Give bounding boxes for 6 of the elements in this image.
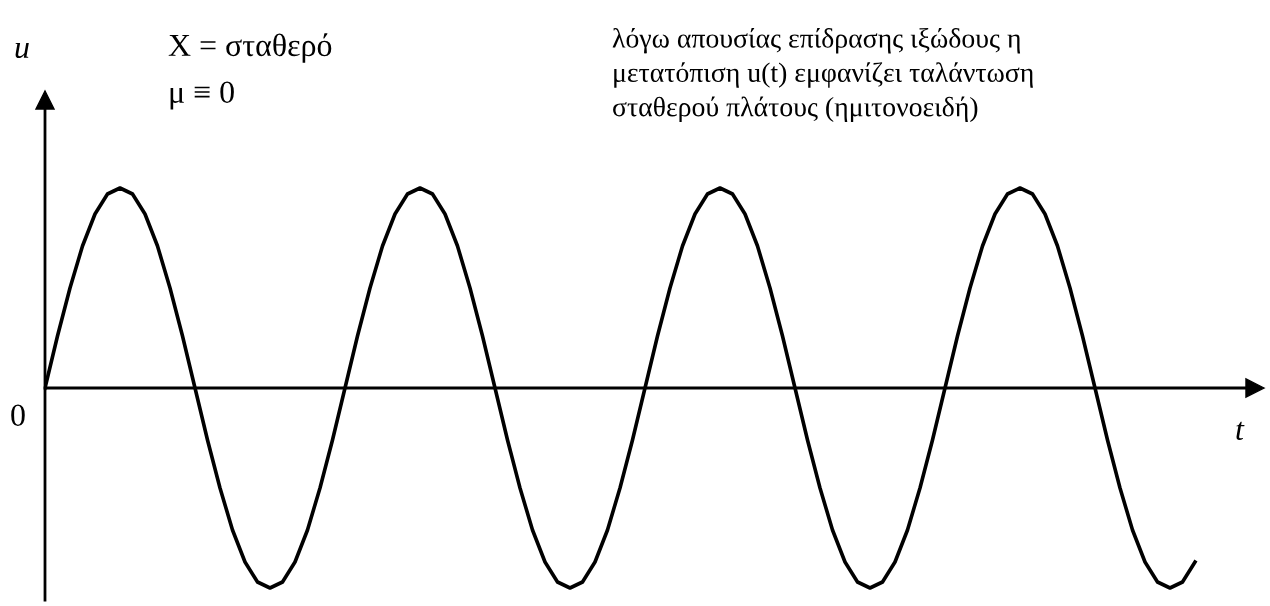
y-axis-title: u <box>15 43 29 59</box>
text: λόγω απουσίας επίδρασης ιξώδους η μετατόπιση u(t) εμφανίζει ταλάντωση σταθερού πλάτους (ημιτονοειδή) <box>612 27 1033 123</box>
text: μ ≡ 0 <box>170 81 234 110</box>
text: X = σταθερό <box>168 33 332 63</box>
x-axis-title: t <box>1236 421 1245 440</box>
text: 0 <box>11 404 25 426</box>
